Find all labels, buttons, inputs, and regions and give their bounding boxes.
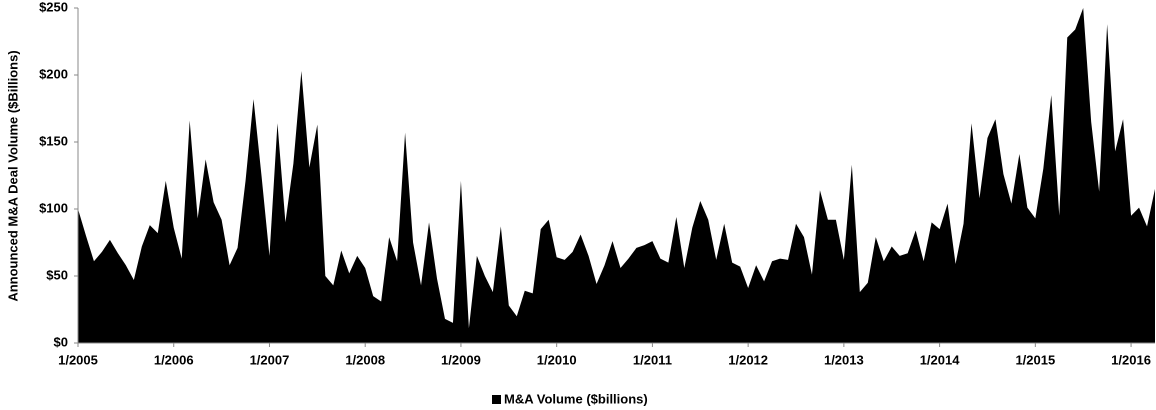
legend-label: M&A Volume ($billions) [504,391,648,406]
x-tick-label: 1/2013 [824,352,864,367]
x-tick-label: 1/2008 [345,352,385,367]
x-tick-label: 1/2015 [1015,352,1055,367]
y-tick-label: $50 [46,267,68,282]
y-tick-label: $200 [39,66,68,81]
x-tick-label: 1/2009 [441,352,481,367]
y-tick-label: $100 [39,200,68,215]
y-axis-title: Announced M&A Deal Volume ($Billions) [5,50,20,301]
x-tick-label: 1/2005 [58,352,98,367]
y-tick-label: $0 [54,334,68,349]
x-tick-label: 1/2012 [728,352,768,367]
x-tick-label: 1/2016 [1111,352,1151,367]
legend-swatch [492,395,501,404]
y-tick-label: $150 [39,133,68,148]
area [78,8,1155,343]
x-tick-label: 1/2007 [250,352,290,367]
y-tick-label: $250 [39,0,68,14]
x-tick-label: 1/2014 [920,352,961,367]
x-tick-label: 1/2006 [154,352,194,367]
x-tick-label: 1/2011 [633,352,672,367]
x-tick-label: 1/2010 [537,352,577,367]
